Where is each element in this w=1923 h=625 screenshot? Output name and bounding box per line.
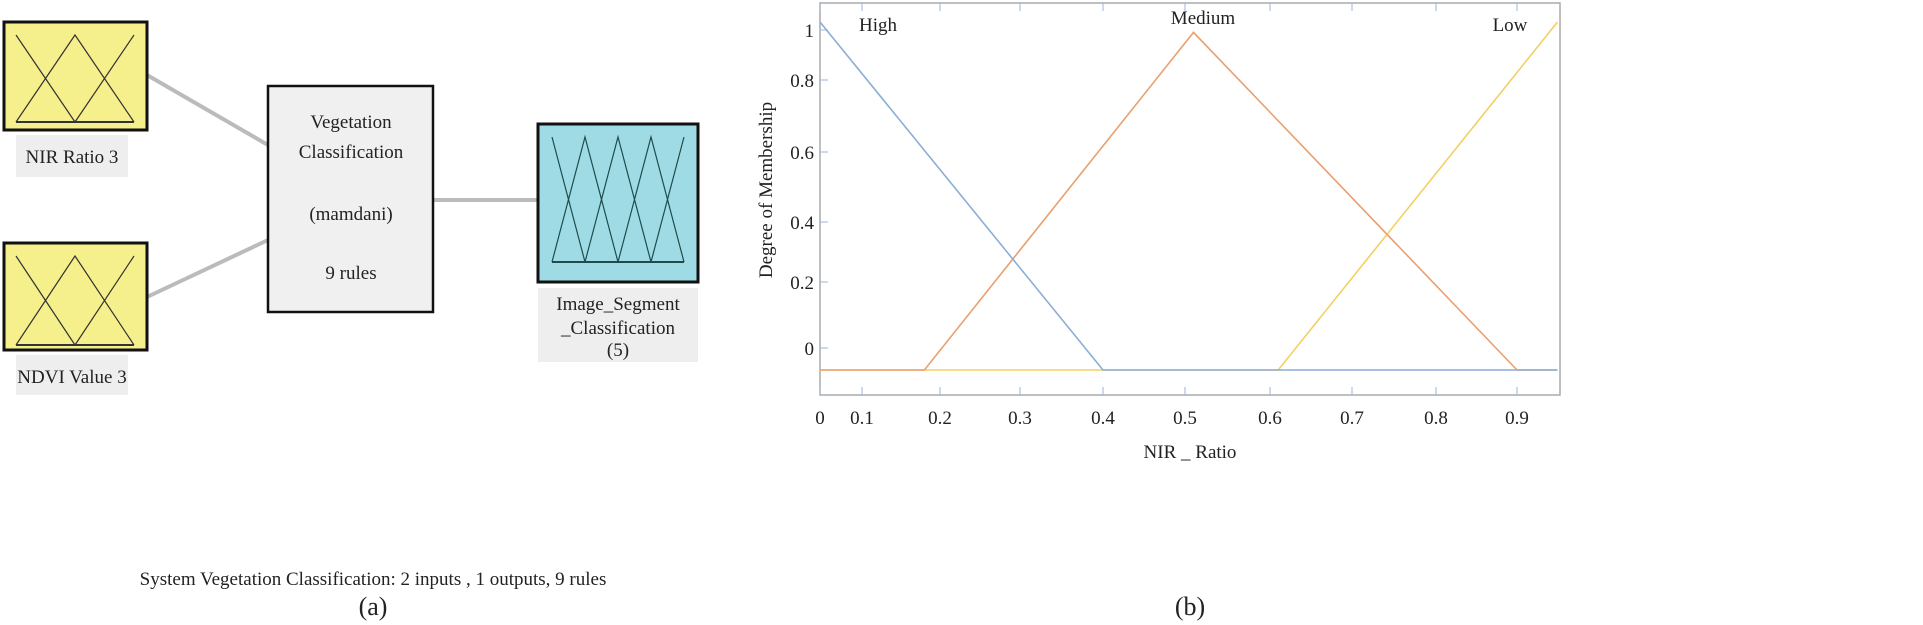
x-tick-label: 0.8 xyxy=(1424,408,1448,429)
output-label-line1: Image_Segment xyxy=(556,294,680,315)
x-tick-label: 0.2 xyxy=(928,408,952,429)
system-block[interactable] xyxy=(266,84,435,314)
series-line-medium xyxy=(820,31,1558,371)
caption-b: (b) xyxy=(1175,592,1205,621)
input-label-bg xyxy=(16,355,128,395)
x-tick-label: 0.3 xyxy=(1008,408,1032,429)
input-box[interactable] xyxy=(2,241,149,352)
output-label-bg xyxy=(538,288,698,362)
series-line-high xyxy=(819,21,1558,371)
input-block-nir-ratio[interactable] xyxy=(2,20,149,132)
x-tick-label: 0.4 xyxy=(1091,408,1115,429)
series-label-low: Low xyxy=(1493,15,1528,36)
caption-a: (a) xyxy=(359,592,388,621)
series-label-high: High xyxy=(859,15,898,36)
membership-triangles-icon xyxy=(15,254,135,346)
plot-area xyxy=(819,2,1561,396)
output-block[interactable] xyxy=(536,122,700,284)
input-label-ndvi-value: NDVI Value 3 xyxy=(17,367,126,388)
system-summary: System Vegetation Classification: 2 inpu… xyxy=(140,569,607,590)
y-tick-label: 0.6 xyxy=(790,143,814,164)
x-axis-label: NIR _ Ratio xyxy=(1144,442,1237,463)
x-tick-label: 0.1 xyxy=(850,408,874,429)
x-tick-label: 0.9 xyxy=(1505,408,1529,429)
output-box[interactable] xyxy=(536,122,700,284)
x-tick-label: 0 xyxy=(815,408,825,429)
input-box[interactable] xyxy=(2,20,149,132)
input-label-nir-ratio: NIR Ratio 3 xyxy=(26,147,119,168)
system-name-line1: Vegetation xyxy=(310,112,392,133)
input-label-bg xyxy=(16,135,128,177)
x-tick-label: 0.6 xyxy=(1258,408,1282,429)
connector-nir-to-system xyxy=(145,73,270,147)
y-tick-label: 0 xyxy=(805,339,815,360)
membership-triangles-icon xyxy=(551,134,685,263)
system-name-line2: Classification xyxy=(299,142,404,163)
y-tick-label: 0.8 xyxy=(790,71,814,92)
output-label-line3: (5) xyxy=(607,340,629,361)
x-tick-label: 0.5 xyxy=(1173,408,1197,429)
series-line-low xyxy=(820,21,1559,371)
system-box[interactable] xyxy=(266,84,435,314)
y-tick-label: 0.4 xyxy=(790,213,814,234)
output-label-line2: _Classification xyxy=(560,318,675,339)
series-label-medium: Medium xyxy=(1171,8,1236,29)
membership-triangles-icon xyxy=(15,33,135,123)
y-tick-label: 0.2 xyxy=(790,273,814,294)
connector-ndvi-to-system xyxy=(146,238,269,299)
y-tick-label: 1 xyxy=(805,21,815,42)
y-axis-label: Degree of Membership xyxy=(756,102,777,278)
input-block-ndvi-value[interactable] xyxy=(2,241,149,352)
x-tick-label: 0.7 xyxy=(1340,408,1364,429)
system-rule-count: 9 rules xyxy=(325,263,376,284)
system-method: (mamdani) xyxy=(309,204,392,225)
